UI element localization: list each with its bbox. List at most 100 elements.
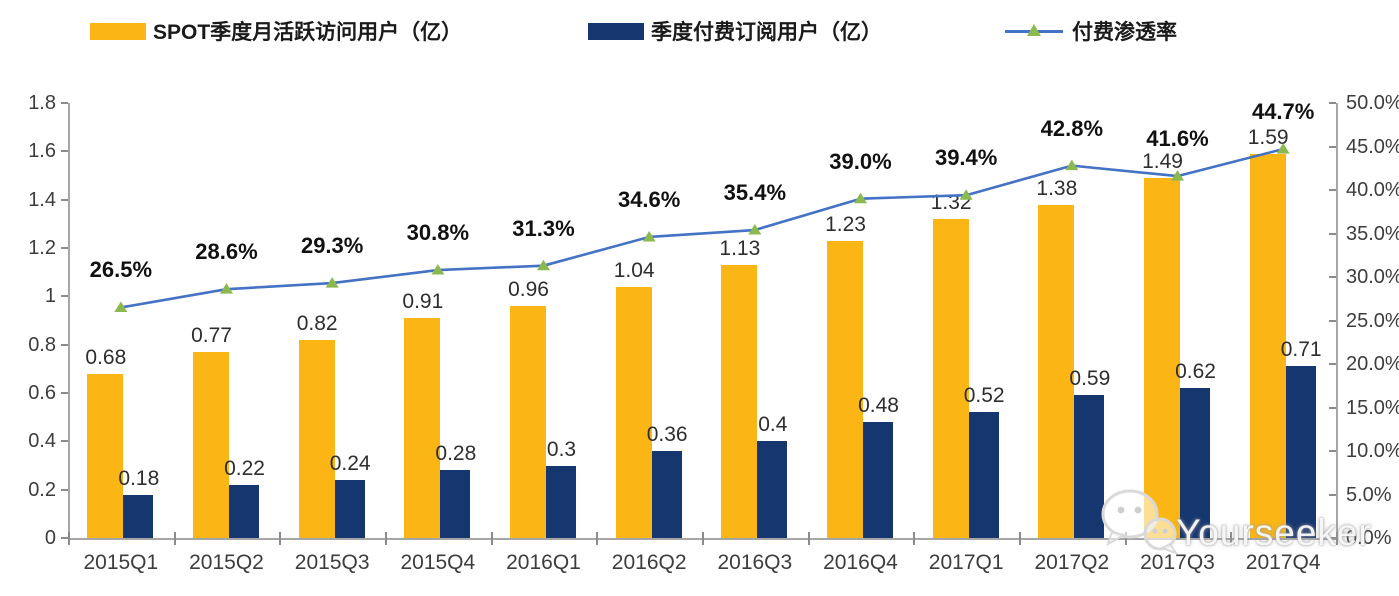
subs-bar-label: 0.3 (546, 437, 577, 461)
triangle-marker-icon (1065, 159, 1079, 171)
y-axis-left-label: 1.8 (28, 92, 56, 114)
y-axis-right-label: 25.0% (1346, 309, 1399, 332)
y-axis-right-tick (1329, 276, 1336, 278)
x-axis-tick (807, 532, 810, 545)
legend-triangle-marker-icon (1027, 23, 1041, 36)
subs-bar (1285, 366, 1316, 538)
y-axis-right-tick (1329, 232, 1336, 235)
x-axis-tick (173, 532, 176, 545)
mau-bar (510, 306, 546, 538)
y-axis-right-tick (1329, 493, 1336, 496)
penetration-label: 29.3% (300, 233, 364, 259)
y-axis-left-label: 1.6 (28, 140, 56, 163)
y-axis-left-label: 0.8 (28, 333, 56, 356)
mau-bar-label: 0.82 (296, 311, 338, 335)
penetration-label: 39.0% (829, 148, 892, 174)
legend-swatch-mau (90, 22, 146, 40)
y-axis-left-tick (61, 150, 68, 153)
legend-item-penetration: 付费渗透率 (1005, 18, 1177, 44)
subs-bar (1180, 388, 1210, 538)
subs-bar (757, 441, 788, 538)
penetration-label: 26.5% (89, 257, 153, 283)
subs-bar-label: 0.22 (224, 456, 265, 480)
mau-bar-label: 0.96 (508, 278, 549, 301)
subs-bar-label: 0.59 (1069, 367, 1111, 391)
subs-bar (1074, 395, 1105, 538)
y-axis-left-tick (61, 247, 68, 249)
y-axis-right-tick (1329, 189, 1336, 191)
x-axis-tick (1336, 532, 1338, 545)
mau-bar-label: 1.49 (1142, 149, 1183, 173)
mau-bar-label: 1.32 (930, 191, 972, 214)
y-axis-right-tick (1329, 450, 1336, 452)
y-axis-right-tick (1329, 145, 1336, 148)
subs-bar-label: 0.71 (1280, 338, 1322, 362)
subs-bar-label: 0.18 (118, 466, 160, 490)
penetration-label: 30.8% (406, 220, 470, 246)
x-axis-tick (279, 532, 282, 545)
y-axis-right-tick (1329, 537, 1336, 539)
mau-bar-label: 1.59 (1247, 125, 1289, 149)
x-axis-label: 2015Q4 (400, 551, 476, 574)
x-axis-label: 2016Q1 (506, 551, 581, 574)
watermark-text: Yourseeker (1176, 512, 1372, 553)
x-axis-tick (68, 532, 70, 545)
mau-bar (298, 339, 335, 538)
subs-bar (334, 480, 365, 538)
y-axis-right-label: 0.0% (1346, 527, 1392, 549)
x-axis-label: 2015Q3 (294, 551, 370, 574)
legend-line-marker-icon (1005, 23, 1063, 40)
subs-bar (440, 470, 471, 538)
triangle-marker-icon (325, 277, 339, 288)
y-axis-left-tick (61, 440, 68, 443)
x-axis-tick (702, 532, 704, 545)
watermark: Yourseeker (1098, 484, 1398, 564)
mau-bar-label: 0.77 (191, 323, 232, 347)
x-axis-label: 2016Q2 (611, 551, 687, 574)
triangle-marker-icon (114, 301, 128, 312)
penetration-label: 44.7% (1251, 99, 1315, 125)
y-axis-left-label: 0 (44, 527, 56, 549)
x-axis-tick (596, 532, 599, 545)
x-axis-tick (1230, 532, 1233, 545)
penetration-label: 39.4% (934, 145, 998, 171)
mau-bar-label: 0.68 (85, 345, 127, 369)
triangle-marker-icon (537, 259, 550, 271)
penetration-label: 34.6% (617, 186, 681, 212)
x-axis-tick (1019, 532, 1021, 545)
x-axis-label: 2017Q1 (928, 551, 1004, 574)
mau-bar (87, 373, 124, 538)
y-axis-left-label: 0.6 (28, 382, 56, 404)
y-axis-right-tick (1329, 319, 1336, 322)
penetration-label: 28.6% (195, 239, 258, 265)
y-axis-left-tick (61, 537, 68, 539)
triangle-marker-icon (854, 192, 867, 204)
subs-bar (651, 451, 682, 538)
subs-bar (546, 465, 576, 538)
y-axis-left-tick (61, 488, 68, 491)
x-axis-tick (490, 532, 493, 545)
x-axis-label: 2017Q4 (1245, 551, 1321, 574)
x-axis-label: 2016Q4 (823, 551, 898, 574)
x-axis-tick (913, 532, 916, 545)
y-axis-right-tick (1329, 102, 1336, 104)
x-axis-label: 2015Q1 (83, 551, 159, 574)
penetration-label: 35.4% (723, 180, 787, 206)
y-axis-left-tick (61, 343, 68, 346)
subs-bar (968, 412, 999, 538)
x-axis-tick (385, 532, 387, 545)
wechat-icon (1101, 489, 1179, 555)
y-axis-left-tick (61, 392, 68, 394)
y-axis-left-label: 0.2 (28, 478, 56, 501)
y-axis-left-label: 1.4 (28, 188, 56, 211)
mau-bar (721, 264, 758, 538)
legend-item-mau: SPOT季度月活跃访问用户（亿） (90, 18, 462, 44)
legend-swatch-subscribers (588, 22, 644, 40)
y-axis-left-tick (61, 295, 68, 298)
y-axis-left (68, 103, 70, 538)
subs-bar-label: 0.62 (1175, 360, 1216, 384)
y-axis-right-label: 20.0% (1346, 353, 1399, 375)
subs-bar-label: 0.28 (435, 442, 477, 466)
y-axis-right-label: 5.0% (1346, 483, 1392, 506)
mau-bar (404, 318, 441, 538)
